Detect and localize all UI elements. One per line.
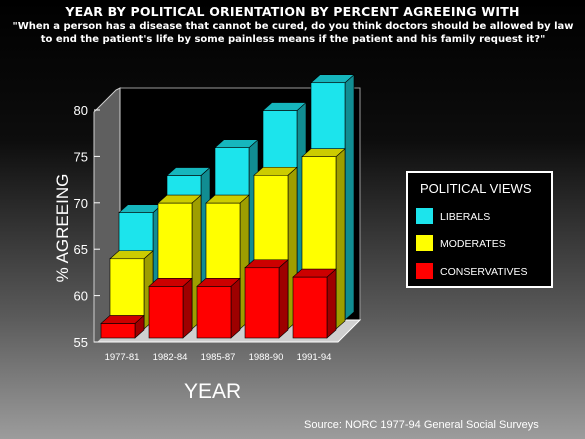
- bar-top: [244, 259, 289, 269]
- x-axis-label: YEAR: [184, 380, 241, 403]
- bar-front: [196, 286, 232, 339]
- bar-side: [278, 259, 289, 339]
- axis-labels: % AGREEING YEAR: [53, 174, 241, 403]
- bar-conservatives-2: [148, 277, 193, 339]
- legend: POLITICAL VIEWS LIBERALS MODERATES CONSE…: [406, 171, 553, 288]
- bar-top: [214, 139, 259, 148]
- bar-side: [230, 277, 241, 339]
- bar-front: [100, 323, 136, 339]
- legend-swatch-conservatives: [416, 263, 433, 279]
- bar-front: [148, 286, 184, 339]
- y-tick-label: 80: [74, 103, 88, 118]
- y-tick-label: 60: [74, 289, 88, 304]
- bar-front: [292, 276, 328, 339]
- bar-top: [109, 250, 154, 260]
- legend-swatch-liberals: [416, 208, 433, 224]
- legend-label-liberals: LIBERALS: [440, 211, 491, 223]
- bar-side: [344, 74, 355, 321]
- x-tick-label: 1977-81: [105, 352, 140, 363]
- y-tick-label: 75: [74, 149, 88, 164]
- bar-top: [148, 278, 193, 287]
- bar-conservatives-1: [100, 314, 145, 339]
- bar-top: [157, 194, 202, 204]
- bar-side: [326, 268, 337, 339]
- bar-top: [100, 315, 145, 324]
- legend-swatch-moderates: [416, 235, 433, 251]
- bar-side: [335, 148, 346, 330]
- bar-conservatives-4: [244, 259, 289, 339]
- legend-title: POLITICAL VIEWS: [420, 181, 532, 196]
- x-tick-label: 1985-87: [201, 352, 236, 363]
- bar-side: [182, 277, 193, 339]
- bar-top: [253, 166, 298, 176]
- bar-top: [301, 148, 346, 157]
- x-tick-label: 1982-84: [153, 352, 188, 363]
- chart-title: YEAR BY POLITICAL ORIENTATION BY PERCENT…: [65, 4, 520, 19]
- bar-top: [205, 194, 250, 204]
- y-tick-label: 70: [74, 196, 88, 211]
- legend-label-moderates: MODERATES: [440, 238, 506, 250]
- source-note: Source: NORC 1977-94 General Social Surv…: [304, 419, 539, 431]
- legend-label-conservatives: CONSERVATIVES: [440, 266, 528, 278]
- y-tick-label: 55: [74, 335, 88, 350]
- chart-subtitle: "When a person has a disease that cannot…: [12, 21, 574, 45]
- bar-groups: [100, 74, 355, 339]
- y-tick-label: 65: [74, 242, 88, 257]
- x-tick-label: 1991-94: [297, 352, 332, 363]
- bar-top: [310, 74, 355, 84]
- bar-front: [244, 267, 280, 339]
- bar-conservatives-5: [292, 268, 337, 339]
- bar-top: [262, 102, 307, 111]
- bar-top: [166, 167, 211, 176]
- y-axis-label: % AGREEING: [53, 174, 72, 283]
- x-tick-label: 1988-90: [249, 352, 284, 363]
- bar-top: [292, 268, 337, 278]
- bar-top: [196, 278, 241, 287]
- bar-conservatives-3: [196, 277, 241, 339]
